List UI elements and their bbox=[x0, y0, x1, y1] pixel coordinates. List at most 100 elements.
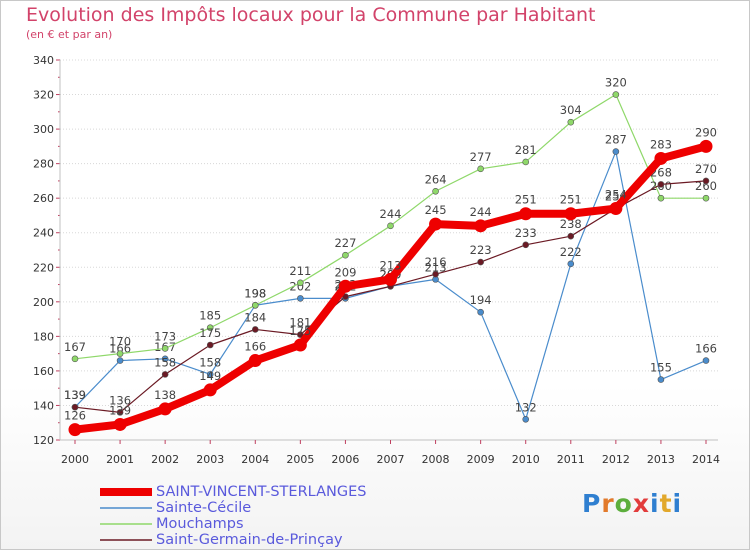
data-point bbox=[161, 345, 169, 352]
y-tick-label: 240 bbox=[33, 227, 54, 240]
x-tick-label: 2007 bbox=[377, 453, 405, 466]
data-label: 254 bbox=[605, 188, 627, 202]
data-point bbox=[251, 301, 259, 309]
data-label: 238 bbox=[560, 217, 582, 231]
y-tick-label: 200 bbox=[33, 296, 54, 309]
x-tick-label: 2000 bbox=[61, 453, 89, 466]
y-tick-label: 140 bbox=[33, 399, 54, 412]
data-point bbox=[71, 355, 79, 363]
data-point bbox=[657, 194, 665, 202]
data-label: 216 bbox=[425, 255, 447, 269]
data-label: 227 bbox=[334, 236, 356, 250]
data-point bbox=[161, 371, 169, 378]
legend-item-sainte-cecile: Sainte-Cécile bbox=[100, 500, 366, 516]
x-tick-label: 2004 bbox=[241, 453, 269, 466]
data-point bbox=[699, 139, 713, 153]
data-label: 304 bbox=[560, 103, 582, 117]
data-label: 184 bbox=[244, 310, 266, 324]
data-label: 244 bbox=[470, 205, 492, 219]
data-label: 260 bbox=[695, 179, 717, 193]
data-label: 138 bbox=[154, 388, 176, 402]
data-point bbox=[654, 151, 668, 165]
legend-item-saint-germain: Saint-Germain-de-Prinçay bbox=[100, 532, 366, 548]
legend-label: Mouchamps bbox=[156, 516, 244, 532]
data-point bbox=[342, 251, 349, 259]
data-label: 175 bbox=[289, 324, 311, 338]
x-tick-label: 2009 bbox=[467, 453, 495, 466]
data-point bbox=[248, 354, 262, 368]
data-label: 170 bbox=[109, 335, 131, 349]
data-label: 132 bbox=[515, 400, 537, 414]
y-tick-label: 120 bbox=[33, 434, 54, 447]
x-tick-label: 2003 bbox=[196, 453, 224, 466]
data-label: 287 bbox=[605, 133, 627, 147]
data-label: 139 bbox=[64, 388, 86, 402]
data-point bbox=[432, 270, 439, 278]
data-label: 139 bbox=[64, 388, 86, 402]
data-point bbox=[522, 158, 530, 166]
x-tick-label: 2012 bbox=[602, 453, 630, 466]
data-point bbox=[474, 219, 488, 233]
data-point bbox=[203, 383, 217, 397]
data-point bbox=[387, 222, 394, 230]
data-label: 277 bbox=[470, 150, 492, 164]
data-label: 126 bbox=[64, 409, 86, 423]
data-point bbox=[293, 338, 307, 352]
data-label: 181 bbox=[289, 316, 311, 330]
data-label: 198 bbox=[244, 286, 266, 300]
data-point bbox=[477, 258, 484, 266]
legend-swatch bbox=[100, 507, 152, 509]
data-point bbox=[71, 403, 79, 411]
x-tick-label: 2006 bbox=[331, 453, 359, 466]
x-tick-label: 2002 bbox=[151, 453, 179, 466]
y-tick-label: 260 bbox=[33, 192, 54, 205]
x-tick-label: 2014 bbox=[692, 453, 720, 466]
data-point bbox=[702, 194, 710, 202]
data-label: 166 bbox=[695, 342, 717, 356]
legend-label: SAINT-VINCENT-STERLANGES bbox=[156, 484, 367, 500]
y-tick-label: 300 bbox=[33, 123, 54, 136]
data-point bbox=[567, 260, 575, 268]
legend-swatch bbox=[100, 539, 152, 541]
data-label: 270 bbox=[695, 162, 717, 176]
data-label: 213 bbox=[380, 258, 402, 272]
data-point bbox=[657, 376, 665, 383]
data-label: 194 bbox=[470, 293, 492, 307]
data-label: 158 bbox=[154, 355, 176, 369]
data-point bbox=[702, 357, 710, 364]
legend-swatch bbox=[100, 523, 152, 525]
data-label: 202 bbox=[289, 279, 311, 293]
legend: SAINT-VINCENT-STERLANGES Sainte-Cécile M… bbox=[100, 484, 366, 548]
data-point bbox=[206, 371, 214, 378]
data-label: 136 bbox=[109, 393, 131, 407]
data-point bbox=[206, 341, 214, 349]
data-label: 175 bbox=[199, 326, 221, 340]
data-label: 166 bbox=[244, 340, 266, 354]
legend-item-saint-vincent: SAINT-VINCENT-STERLANGES bbox=[100, 484, 366, 500]
data-point bbox=[338, 279, 352, 293]
data-label: 213 bbox=[425, 260, 447, 274]
data-point bbox=[429, 217, 443, 231]
data-point bbox=[113, 417, 127, 431]
data-label: 222 bbox=[560, 245, 582, 259]
y-tick-label: 320 bbox=[33, 89, 54, 102]
data-label: 166 bbox=[109, 342, 131, 356]
data-label: 245 bbox=[425, 203, 447, 217]
data-point bbox=[116, 409, 124, 416]
data-point bbox=[519, 207, 533, 221]
data-point bbox=[612, 148, 620, 155]
x-tick-label: 2005 bbox=[286, 453, 314, 466]
data-point bbox=[522, 415, 530, 423]
data-label: 129 bbox=[109, 403, 131, 417]
data-label: 185 bbox=[199, 309, 221, 323]
data-point bbox=[116, 350, 124, 357]
data-point bbox=[297, 295, 304, 302]
data-point bbox=[161, 355, 169, 363]
data-label: 244 bbox=[380, 207, 402, 221]
data-point bbox=[206, 324, 214, 332]
data-point bbox=[567, 118, 575, 126]
x-tick-label: 2001 bbox=[106, 453, 134, 466]
data-label: 290 bbox=[695, 125, 717, 139]
